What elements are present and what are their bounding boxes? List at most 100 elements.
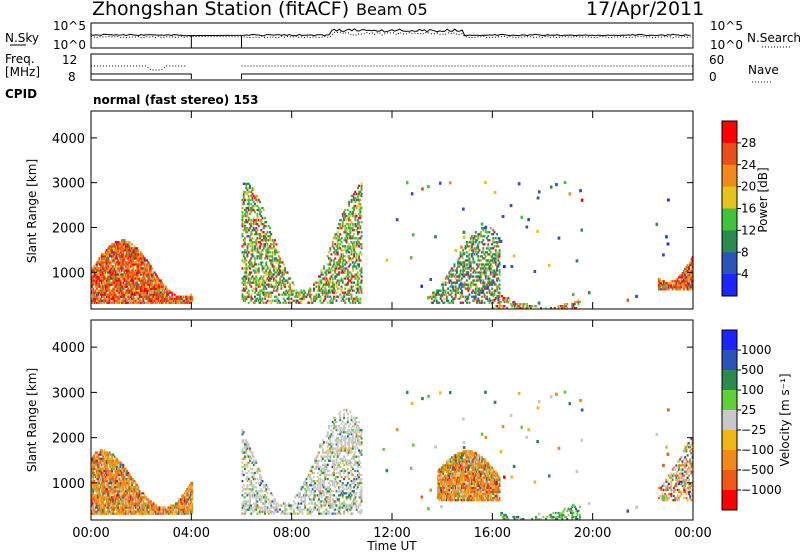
heatmap-cell (101, 465, 103, 468)
heatmap-cell (143, 257, 146, 260)
heatmap-cell (112, 504, 115, 507)
heatmap-cell (493, 261, 496, 264)
heatmap-cell (137, 279, 140, 282)
heatmap-cell (474, 231, 477, 234)
heatmap-cell (129, 257, 132, 260)
heatmap-cell (91, 457, 93, 460)
heatmap-cell (245, 263, 248, 266)
heatmap-cell (103, 295, 106, 298)
heatmap-cell (261, 239, 264, 242)
heatmap-cell (462, 273, 465, 276)
heatmap-cell (136, 504, 139, 507)
heatmap-cell (97, 453, 100, 456)
heatmap-cell (102, 455, 105, 458)
heatmap-cell (137, 486, 140, 489)
heatmap-cell (136, 492, 139, 495)
heatmap-cell (155, 512, 157, 515)
heatmap-cell (138, 255, 141, 258)
heatmap-cell (124, 253, 127, 256)
heatmap-cell (117, 281, 120, 284)
heatmap-cell (241, 221, 244, 224)
heatmap-cell (96, 283, 98, 286)
heatmap-cell (187, 496, 190, 499)
heatmap-cell (112, 261, 115, 264)
heatmap-cell (99, 453, 102, 456)
heatmap-cell (341, 281, 344, 284)
heatmap-cell (343, 231, 345, 234)
heatmap-cell (457, 259, 460, 262)
heatmap-cell (113, 492, 116, 495)
heatmap-cell (660, 288, 663, 291)
heatmap-cell (92, 471, 95, 475)
heatmap-cell (111, 301, 113, 304)
heatmap-cell (471, 267, 473, 270)
heatmap-cell (134, 496, 137, 499)
heatmap-cell (121, 295, 123, 298)
heatmap-cell (245, 500, 248, 503)
heatmap-cell (119, 482, 122, 485)
heatmap-cell (102, 281, 105, 284)
heatmap-cell (91, 494, 93, 497)
heatmap-cell (477, 289, 480, 292)
heatmap-cell (113, 297, 116, 300)
heatmap-cell (284, 293, 286, 296)
heatmap-cell (128, 475, 131, 479)
heatmap-cell (456, 289, 458, 292)
heatmap-cell (336, 287, 339, 290)
heatmap-cell (104, 299, 107, 302)
heatmap-cell (129, 475, 132, 479)
heatmap-cell (690, 286, 693, 289)
heatmap-cell (482, 279, 485, 282)
heatmap-cell (346, 269, 349, 272)
heatmap-cell (108, 457, 111, 460)
heatmap-cell (128, 241, 131, 244)
heatmap-cell (473, 295, 476, 298)
heatmap-cell (104, 498, 107, 501)
heatmap-cell (437, 289, 440, 292)
heatmap-cell (670, 284, 673, 287)
heatmap-cell (114, 477, 117, 481)
heatmap-cell (112, 498, 115, 501)
heatmap-cell (351, 285, 354, 288)
heatmap-cell (503, 298, 506, 302)
heatmap-cell (149, 502, 152, 505)
heatmap-cell (97, 494, 100, 497)
heatmap-cell (123, 277, 126, 280)
heatmap-cell (97, 510, 100, 513)
heatmap-cell (93, 267, 96, 270)
heatmap-cell (109, 265, 112, 268)
heatmap-cell (463, 261, 466, 264)
heatmap-cell (123, 512, 126, 515)
heatmap-cell (186, 510, 189, 513)
heatmap-cell (280, 271, 283, 274)
heatmap-cell (462, 207, 465, 211)
heatmap-cell (333, 259, 335, 262)
heatmap-cell (111, 291, 113, 294)
heatmap-cell (468, 275, 471, 278)
heatmap-cell (107, 263, 110, 266)
heatmap-cell (325, 283, 328, 286)
heatmap-cell (336, 235, 339, 238)
heatmap-cell (131, 271, 133, 274)
heatmap-cell (492, 273, 495, 276)
heatmap-cell (662, 253, 665, 257)
heatmap-cell (346, 277, 349, 280)
heatmap-cell (108, 249, 111, 252)
heatmap-cell (138, 259, 141, 262)
heatmap-cell (458, 275, 461, 278)
heatmap-cell (112, 482, 115, 485)
heatmap-cell (137, 502, 140, 505)
heatmap-cell (468, 277, 471, 280)
heatmap-cell (257, 233, 260, 236)
heatmap-cell (343, 299, 345, 302)
heatmap-cell (183, 512, 186, 515)
heatmap-cell (341, 257, 344, 260)
heatmap-cell (119, 287, 122, 290)
heatmap-cell (119, 249, 122, 252)
heatmap-cell (241, 449, 244, 452)
heatmap-cell (355, 255, 358, 258)
heatmap-cell (516, 303, 519, 306)
heatmap-cell (245, 275, 248, 278)
heatmap-cell (188, 496, 191, 499)
heatmap-cell (92, 295, 95, 298)
